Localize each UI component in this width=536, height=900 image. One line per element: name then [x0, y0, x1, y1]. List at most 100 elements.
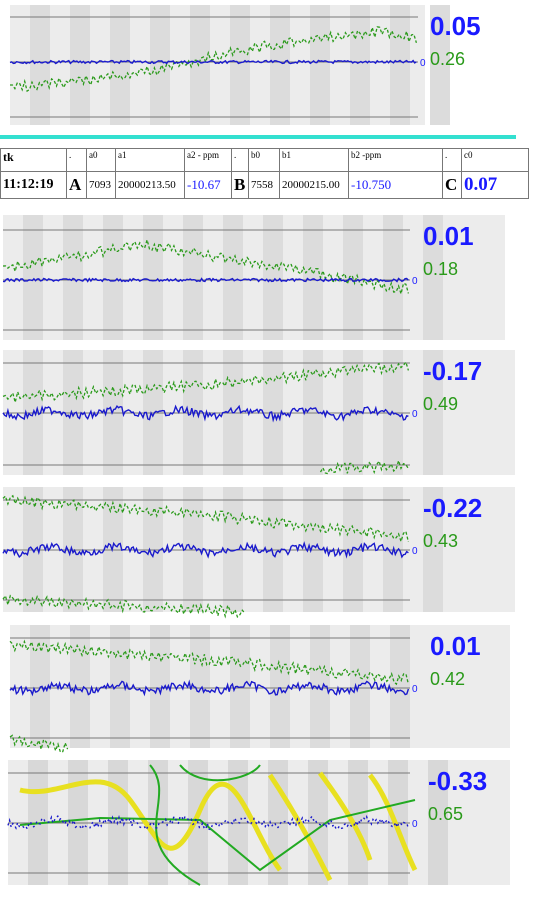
value-cell: 7558 — [248, 171, 280, 199]
stripe — [423, 487, 443, 612]
header-cell: b0 — [248, 148, 280, 172]
panel-value: -0.22 — [423, 493, 482, 523]
blue-trace — [9, 59, 417, 65]
stripe — [70, 5, 90, 125]
value-cell: C — [442, 171, 462, 199]
stripe — [150, 625, 170, 748]
zero-label: 0 — [412, 819, 418, 830]
stripe — [150, 5, 170, 125]
value-cell: -10.750 — [348, 171, 443, 199]
green-line — [19, 764, 416, 886]
stripe — [223, 215, 243, 340]
panel: 0.01 0.42 0 — [9, 625, 510, 753]
blue-trace — [2, 541, 409, 559]
header-cell: a0 — [86, 148, 116, 172]
header-cell: . — [231, 148, 249, 172]
stripe — [190, 625, 210, 748]
panel: -0.17 0.49 0 — [2, 350, 515, 475]
header-cell: a1 — [115, 148, 185, 172]
stripe — [428, 760, 448, 885]
zero-label: 0 — [420, 58, 426, 69]
stripe — [110, 625, 130, 748]
stripe — [390, 625, 410, 748]
value-cell: 11:12:19 — [0, 171, 67, 199]
stripe — [310, 5, 330, 125]
panel-sub: 0.18 — [423, 259, 458, 279]
blue-trace — [2, 277, 409, 283]
header-cell: b1 — [279, 148, 349, 172]
stripe — [430, 5, 450, 125]
green-trace — [9, 734, 69, 753]
panel: -0.22 0.43 0 — [2, 487, 515, 619]
stripe — [103, 215, 123, 340]
panel: -0.33 0.65 0 — [7, 760, 510, 886]
panel-bg — [3, 215, 505, 340]
separator — [0, 135, 516, 139]
blue-trace — [7, 814, 410, 832]
value-cell: 20000213.50 — [115, 171, 185, 199]
stripe — [230, 5, 250, 125]
header-cell: tk — [0, 148, 67, 172]
value-cell: 20000215.00 — [279, 171, 349, 199]
panel-sub: 0.43 — [423, 531, 458, 551]
green-trace — [319, 458, 409, 475]
header-cell: a2 - ppm — [184, 148, 232, 172]
panel-value: -0.33 — [428, 766, 487, 796]
stripe — [110, 5, 130, 125]
blue-trace — [9, 679, 410, 697]
stripe — [190, 5, 210, 125]
stripe — [310, 625, 330, 748]
status-table: tk. a0 a1 a2 - ppm. b0 b1 b2 -ppm. c0 11:12:19 A… — [0, 148, 529, 199]
stripe — [423, 215, 443, 340]
stripe — [270, 625, 290, 748]
zero-label: 0 — [412, 684, 418, 695]
header-cell: c0 — [461, 148, 529, 172]
value-row: 11:12:19 A 7093 20000213.50 -10.67 B 7558 20000… — [0, 171, 529, 199]
green-trace — [2, 594, 246, 619]
panel-sub: 0.26 — [430, 49, 465, 69]
panel-value: 0.01 — [423, 221, 474, 251]
stripe — [270, 5, 290, 125]
zero-label: 0 — [412, 409, 418, 420]
panel-value: 0.01 — [430, 631, 481, 661]
stripe — [423, 350, 443, 475]
blue-trace — [2, 404, 409, 423]
header-cell: b2 -ppm — [348, 148, 443, 172]
panel-bg — [10, 625, 510, 748]
header-cell: . — [442, 148, 462, 172]
header-cell: . — [66, 148, 87, 172]
stripe — [63, 215, 83, 340]
stripe — [390, 5, 410, 125]
panel-value: 0.05 — [430, 11, 481, 41]
panel-sub: 0.65 — [428, 804, 463, 824]
value-cell: -10.67 — [184, 171, 232, 199]
panel-sub: 0.42 — [430, 669, 465, 689]
stripe — [263, 215, 283, 340]
header-row: tk. a0 a1 a2 - ppm. b0 b1 b2 -ppm. c0 — [0, 148, 529, 172]
green-trace — [9, 639, 410, 686]
value-cell: B — [231, 171, 249, 199]
value-cell: 0.07 — [461, 171, 529, 199]
stripe — [350, 5, 370, 125]
stripe — [70, 625, 90, 748]
stripe — [303, 215, 323, 340]
value-cell: 7093 — [86, 171, 116, 199]
zero-label: 0 — [412, 276, 418, 287]
value-cell: A — [66, 171, 87, 199]
panel-sub: 0.49 — [423, 394, 458, 414]
stripe — [143, 215, 163, 340]
stripe — [383, 215, 403, 340]
stripe — [183, 215, 203, 340]
stripe — [23, 215, 43, 340]
panel: 0.05 0.26 0 — [9, 5, 481, 125]
green-trace — [2, 360, 410, 403]
panel: 0.01 0.18 0 — [2, 215, 505, 340]
green-trace — [10, 25, 418, 93]
zero-label: 0 — [412, 546, 418, 557]
panel-value: -0.17 — [423, 356, 482, 386]
green-trace — [2, 494, 410, 544]
stripe — [350, 625, 370, 748]
stripe — [30, 5, 50, 125]
